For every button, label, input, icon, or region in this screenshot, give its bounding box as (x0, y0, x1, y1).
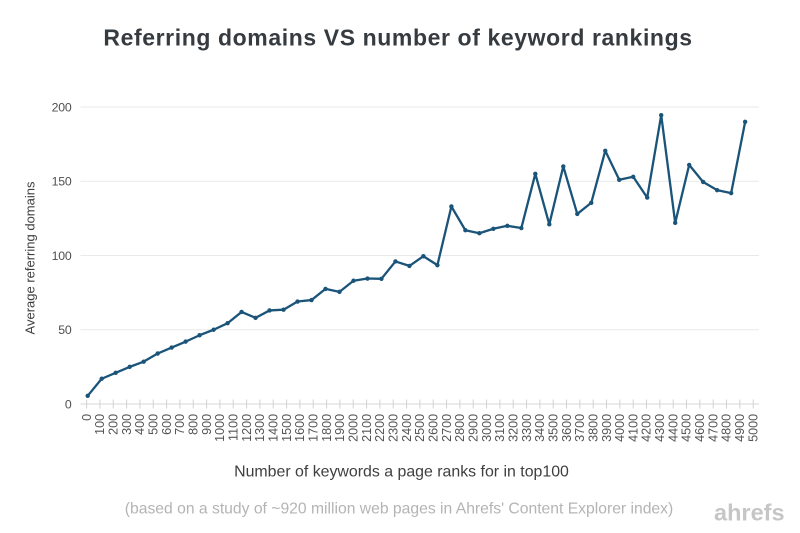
svg-text:3200: 3200 (506, 414, 520, 442)
svg-text:1000: 1000 (213, 414, 227, 442)
svg-text:900: 900 (200, 414, 214, 435)
svg-text:2700: 2700 (440, 414, 454, 442)
svg-text:1900: 1900 (333, 414, 347, 442)
svg-text:2200: 2200 (373, 414, 387, 442)
svg-text:4800: 4800 (720, 414, 734, 442)
svg-text:ahrefs: ahrefs (714, 499, 785, 525)
svg-text:3400: 3400 (533, 414, 547, 442)
svg-text:4700: 4700 (706, 414, 720, 442)
svg-text:2100: 2100 (360, 414, 374, 442)
svg-text:2500: 2500 (413, 414, 427, 442)
svg-text:4900: 4900 (733, 414, 747, 442)
svg-text:2800: 2800 (453, 414, 467, 442)
svg-text:2000: 2000 (346, 414, 360, 442)
svg-text:1700: 1700 (306, 414, 320, 442)
svg-text:3800: 3800 (586, 414, 600, 442)
svg-text:4200: 4200 (640, 414, 654, 442)
svg-text:4300: 4300 (653, 414, 667, 442)
svg-text:600: 600 (160, 414, 174, 435)
svg-text:200: 200 (106, 414, 120, 435)
svg-text:800: 800 (186, 414, 200, 435)
svg-text:1400: 1400 (266, 414, 280, 442)
svg-text:1800: 1800 (320, 414, 334, 442)
svg-text:400: 400 (133, 414, 147, 435)
svg-text:4100: 4100 (626, 414, 640, 442)
svg-text:4400: 4400 (666, 414, 680, 442)
svg-text:4000: 4000 (613, 414, 627, 442)
svg-text:700: 700 (173, 414, 187, 435)
svg-text:2400: 2400 (400, 414, 414, 442)
svg-text:2600: 2600 (426, 414, 440, 442)
svg-text:5000: 5000 (746, 414, 760, 442)
svg-text:150: 150 (52, 175, 72, 189)
svg-text:(based on a study of ~920 mill: (based on a study of ~920 million web pa… (125, 501, 673, 518)
svg-text:1100: 1100 (226, 414, 240, 441)
svg-text:3300: 3300 (520, 414, 534, 442)
svg-text:3000: 3000 (480, 414, 494, 442)
svg-text:3500: 3500 (546, 414, 560, 442)
svg-text:Referring domains VS number of: Referring domains VS number of keyword r… (103, 25, 692, 51)
svg-text:500: 500 (146, 414, 160, 435)
svg-text:Number of keywords a page rank: Number of keywords a page ranks for in t… (234, 464, 569, 481)
svg-text:200: 200 (52, 100, 72, 114)
svg-text:300: 300 (120, 414, 134, 435)
svg-text:4500: 4500 (680, 414, 694, 442)
svg-text:2900: 2900 (466, 414, 480, 442)
svg-text:3700: 3700 (573, 414, 587, 442)
svg-text:3100: 3100 (493, 414, 507, 442)
svg-text:4600: 4600 (693, 414, 707, 442)
svg-text:0: 0 (80, 414, 94, 421)
svg-text:1300: 1300 (253, 414, 267, 442)
svg-text:100: 100 (52, 249, 72, 263)
svg-text:3600: 3600 (560, 414, 574, 442)
svg-text:Average referring domains: Average referring domains (23, 181, 38, 334)
svg-text:1500: 1500 (280, 414, 294, 442)
svg-text:1600: 1600 (293, 414, 307, 442)
svg-text:3900: 3900 (600, 414, 614, 442)
svg-text:100: 100 (93, 414, 107, 435)
svg-text:0: 0 (65, 397, 72, 411)
svg-text:2300: 2300 (386, 414, 400, 442)
svg-text:1200: 1200 (240, 414, 254, 442)
svg-text:50: 50 (58, 323, 72, 337)
